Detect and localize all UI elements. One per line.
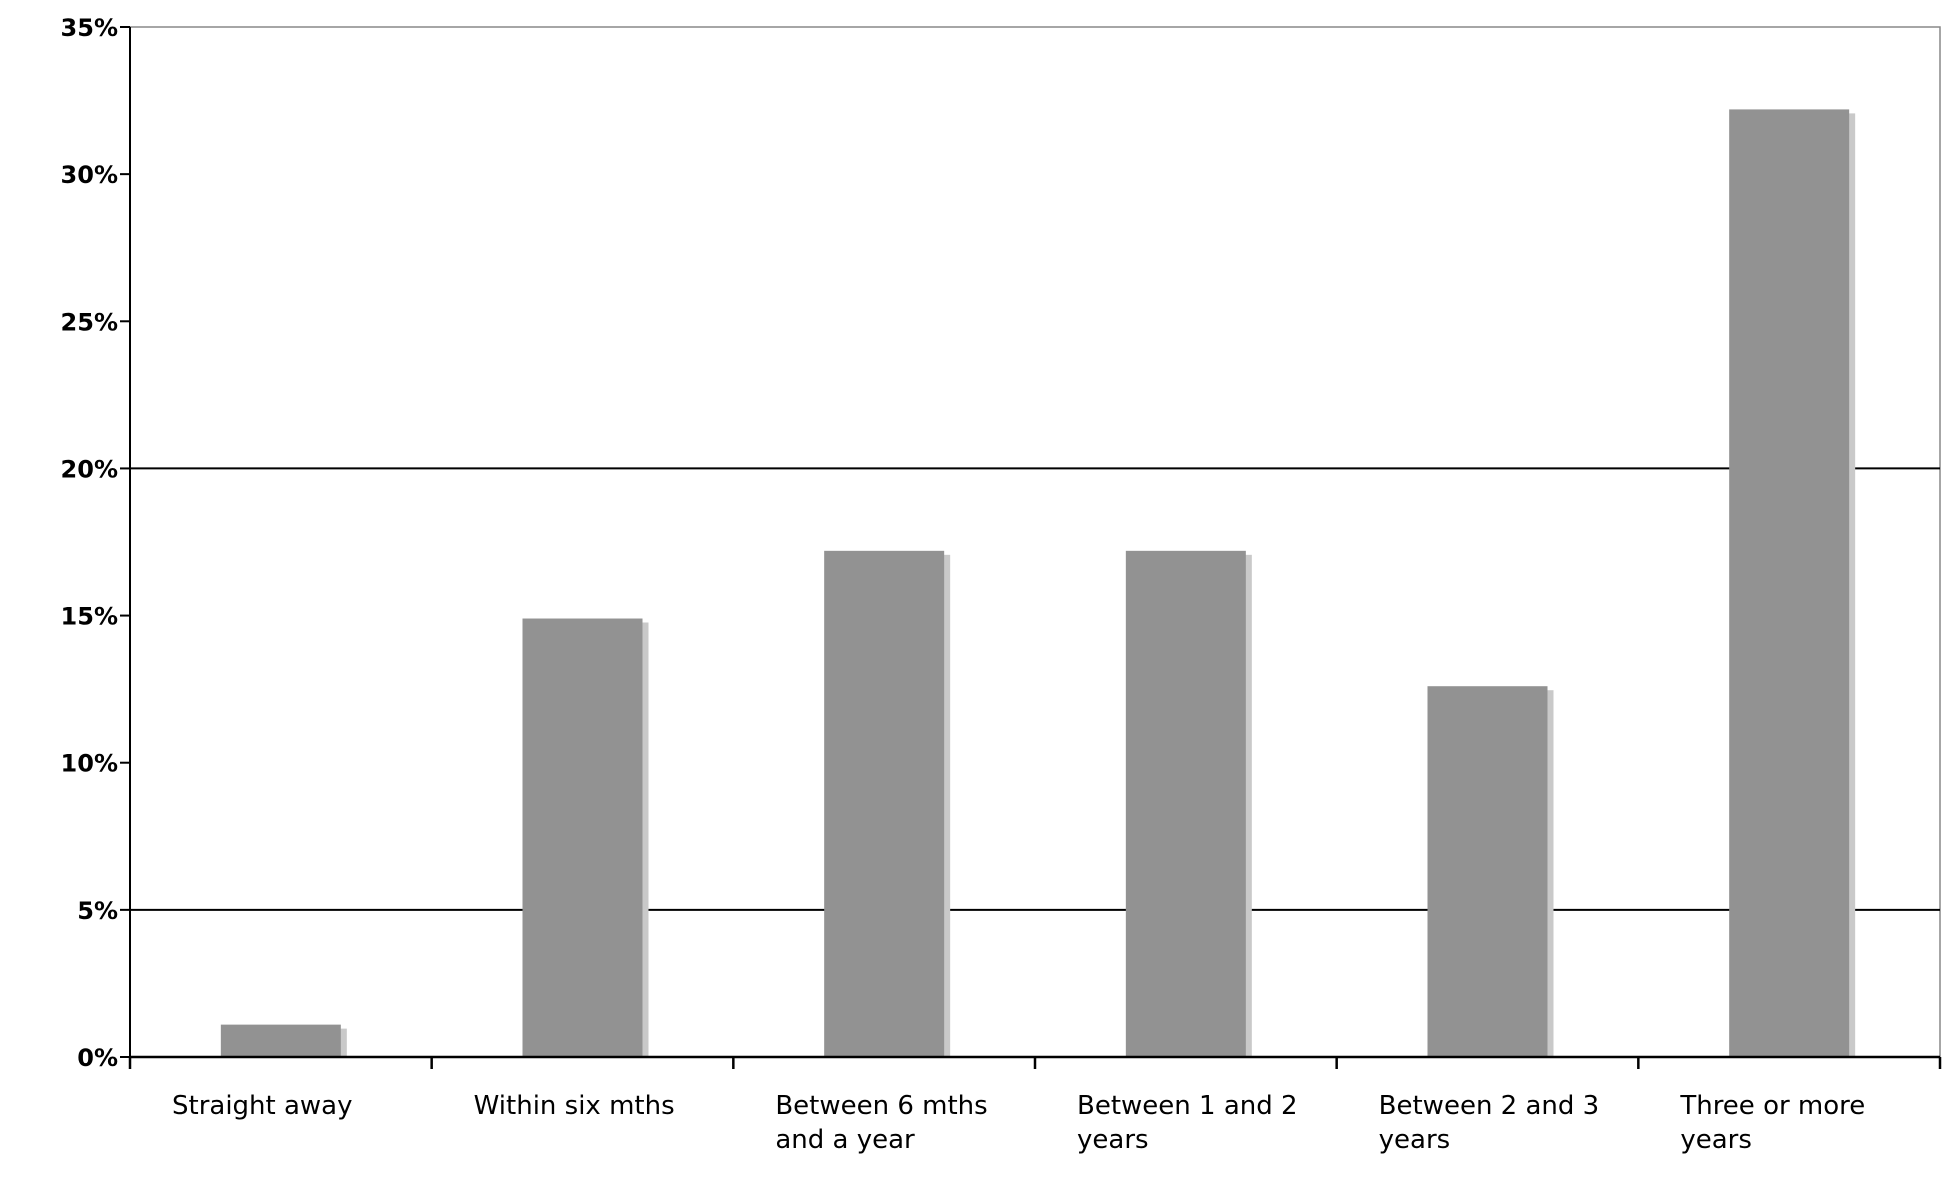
gridlines (130, 467, 1940, 911)
y-tick-label: 20% (61, 455, 118, 483)
x-tick-label: Between 6 mths and a year (775, 1091, 987, 1155)
y-axis-ticks: 0% 5% 10% 15% 20% 25% 30% 35% (61, 14, 130, 1072)
y-tick-label: 35% (61, 14, 118, 42)
x-tick-label: Three or more years (1679, 1091, 1865, 1155)
bar (220, 1024, 341, 1057)
y-tick-label: 15% (61, 603, 118, 631)
bar (1125, 550, 1246, 1057)
axes (128, 27, 1942, 1069)
x-tick-label: Between 2 and 3 years (1379, 1091, 1600, 1155)
x-tick-label: Between 1 and 2 years (1077, 1091, 1298, 1155)
bar (1427, 686, 1548, 1057)
bar (522, 618, 643, 1057)
x-tick-label-line: and a year (775, 1125, 915, 1155)
x-tick-label-line: Within six mths (474, 1091, 675, 1121)
x-axis-ticks: Straight away Within six mths Between 6 mt… (172, 1091, 1865, 1155)
bar (1729, 109, 1850, 1057)
x-tick-label-line: Between 6 mths (775, 1091, 987, 1121)
x-tick-label-line: years (1077, 1125, 1149, 1155)
plot-area (129, 26, 1941, 1058)
y-tick-label: 0% (77, 1044, 118, 1072)
x-tick-label-line: Between 1 and 2 (1077, 1091, 1298, 1121)
x-tick-label-line: years (1680, 1125, 1752, 1155)
bar (824, 550, 945, 1057)
x-tick-label-line: years (1379, 1125, 1451, 1155)
bars (220, 109, 1856, 1057)
x-tick-label-line: Three or more (1679, 1091, 1865, 1121)
x-tick-label-line: Between 2 and 3 (1379, 1091, 1600, 1121)
y-tick-label: 25% (61, 308, 118, 336)
x-tick-label-line: Straight away (172, 1091, 353, 1121)
y-tick-label: 5% (77, 897, 118, 925)
y-tick-label: 30% (61, 161, 118, 189)
x-tick-label: Straight away (172, 1091, 353, 1121)
y-tick-label: 10% (61, 750, 118, 778)
x-tick-label: Within six mths (474, 1091, 675, 1121)
